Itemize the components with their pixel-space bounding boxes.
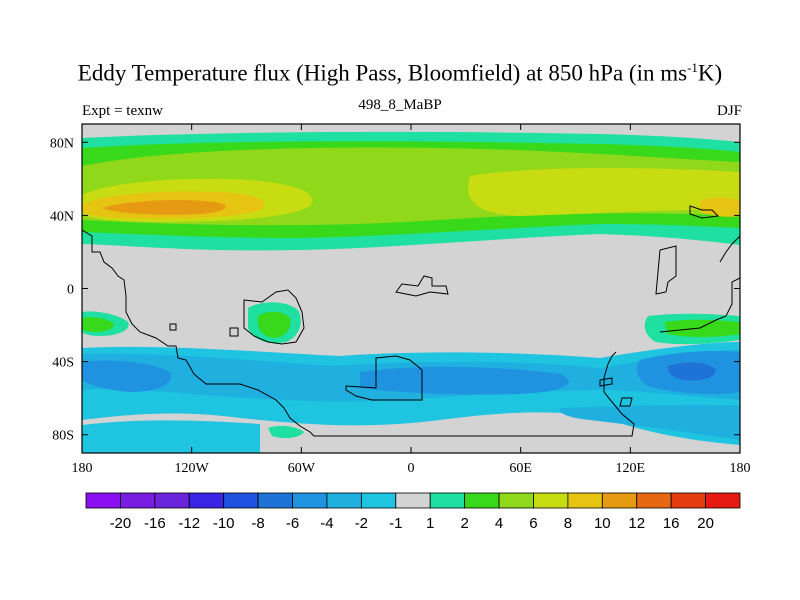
coast-americas-west — [82, 229, 635, 437]
colorbar-label: 4 — [495, 515, 503, 532]
colorbar-swatch — [567, 492, 603, 509]
sh-west-green-core — [82, 317, 114, 332]
colorbar-label: -16 — [144, 515, 166, 532]
coast-small-island-1 — [169, 323, 177, 331]
coast-small-island-4 — [619, 397, 633, 407]
coast-small-island-2 — [229, 327, 239, 337]
experiment-label: Expt = texnw — [82, 103, 163, 119]
colorbar-swatch — [85, 492, 121, 509]
australia-m6 — [667, 362, 716, 381]
colorbar-swatch — [464, 492, 500, 509]
antarctic-green — [268, 425, 304, 439]
coast-africa — [345, 355, 423, 401]
colorbar-swatch — [533, 492, 569, 509]
y-tick-label: 0 — [67, 283, 74, 298]
coast-japan — [689, 205, 720, 219]
x-tick-label: 0 — [408, 461, 415, 476]
sh-lower-m1 — [82, 420, 260, 453]
x-tick-label: 120E — [616, 461, 646, 476]
coastlines — [82, 205, 740, 437]
colorbar-swatch — [154, 492, 190, 509]
coast-samerica — [243, 289, 305, 345]
colorbar-label: -12 — [178, 515, 200, 532]
colorbar-label: 1 — [426, 515, 434, 532]
colorbar-swatch — [395, 492, 431, 509]
colorbar-label: 2 — [460, 515, 468, 532]
coast-asia-east — [655, 245, 677, 295]
colorbar: -20 -16 -12 -10 -8 -6 -4 -2 -1 1 2 4 6 8 10 12 16 20 — [85, 492, 741, 532]
colorbar-swatch — [326, 492, 362, 509]
colorbar-label: -4 — [320, 515, 333, 532]
x-tick-label: 60W — [288, 461, 316, 476]
colorbar-swatch — [120, 492, 156, 509]
y-axis: 80N 40N 0 40S 80S — [50, 136, 740, 444]
sh-south-m2 — [559, 405, 740, 440]
nh-europe-10 — [700, 197, 740, 217]
coast-small-island-3 — [599, 377, 613, 387]
x-tick-label: 180 — [72, 461, 93, 476]
period-label: 498_8_MaBP — [358, 97, 442, 113]
colorbar-swatch — [498, 492, 534, 509]
samerica-green-core — [257, 311, 291, 338]
nh-pacific-12 — [102, 200, 226, 215]
x-axis: 180 120W 60W 0 60E 120E 180 — [72, 124, 751, 476]
nh-atlantic-8 — [468, 167, 740, 216]
colorbar-swatch — [257, 492, 293, 509]
colorbar-label: -20 — [110, 515, 132, 532]
colorbar-label: -2 — [355, 515, 368, 532]
colorbar-label: 8 — [564, 515, 572, 532]
colorbar-swatch — [429, 492, 466, 509]
colorbar-label: 10 — [594, 515, 611, 532]
colorbar-swatch — [670, 492, 706, 509]
colorbar-swatch — [636, 492, 672, 509]
chart-title: Eddy Temperature flux (High Pass, Bloomf… — [77, 60, 723, 86]
y-tick-label: 40N — [50, 209, 74, 224]
colorbar-swatch — [223, 492, 259, 509]
season-label: DJF — [716, 103, 742, 119]
colorbar-label: 6 — [529, 515, 537, 532]
colorbar-swatch — [360, 492, 397, 509]
y-tick-label: 40S — [52, 356, 74, 371]
title-superscript: -1 — [687, 60, 698, 75]
y-tick-label: 80N — [50, 136, 74, 151]
atlantic-m4 — [360, 366, 569, 395]
colorbar-swatch — [292, 492, 328, 509]
australia-green-core — [664, 319, 740, 337]
coast-equatorial — [395, 275, 449, 297]
plot-area — [82, 124, 740, 453]
colorbar-label: 16 — [663, 515, 680, 532]
colorbar-label: -1 — [389, 515, 402, 532]
colorbar-label: 20 — [697, 515, 714, 532]
x-tick-label: 180 — [730, 461, 751, 476]
colorbar-swatch — [188, 492, 225, 509]
y-tick-label: 80S — [52, 429, 74, 444]
pacific-m4 — [82, 360, 172, 392]
colorbar-swatch — [601, 492, 638, 509]
coast-australia — [659, 235, 740, 333]
x-tick-label: 60E — [509, 461, 532, 476]
colorbar-label: -6 — [286, 515, 299, 532]
colorbar-label: -8 — [251, 515, 264, 532]
colorbar-label: 12 — [628, 515, 645, 532]
colorbar-label: -10 — [213, 515, 235, 532]
x-tick-label: 120W — [175, 461, 210, 476]
colorbar-swatch — [705, 492, 741, 509]
